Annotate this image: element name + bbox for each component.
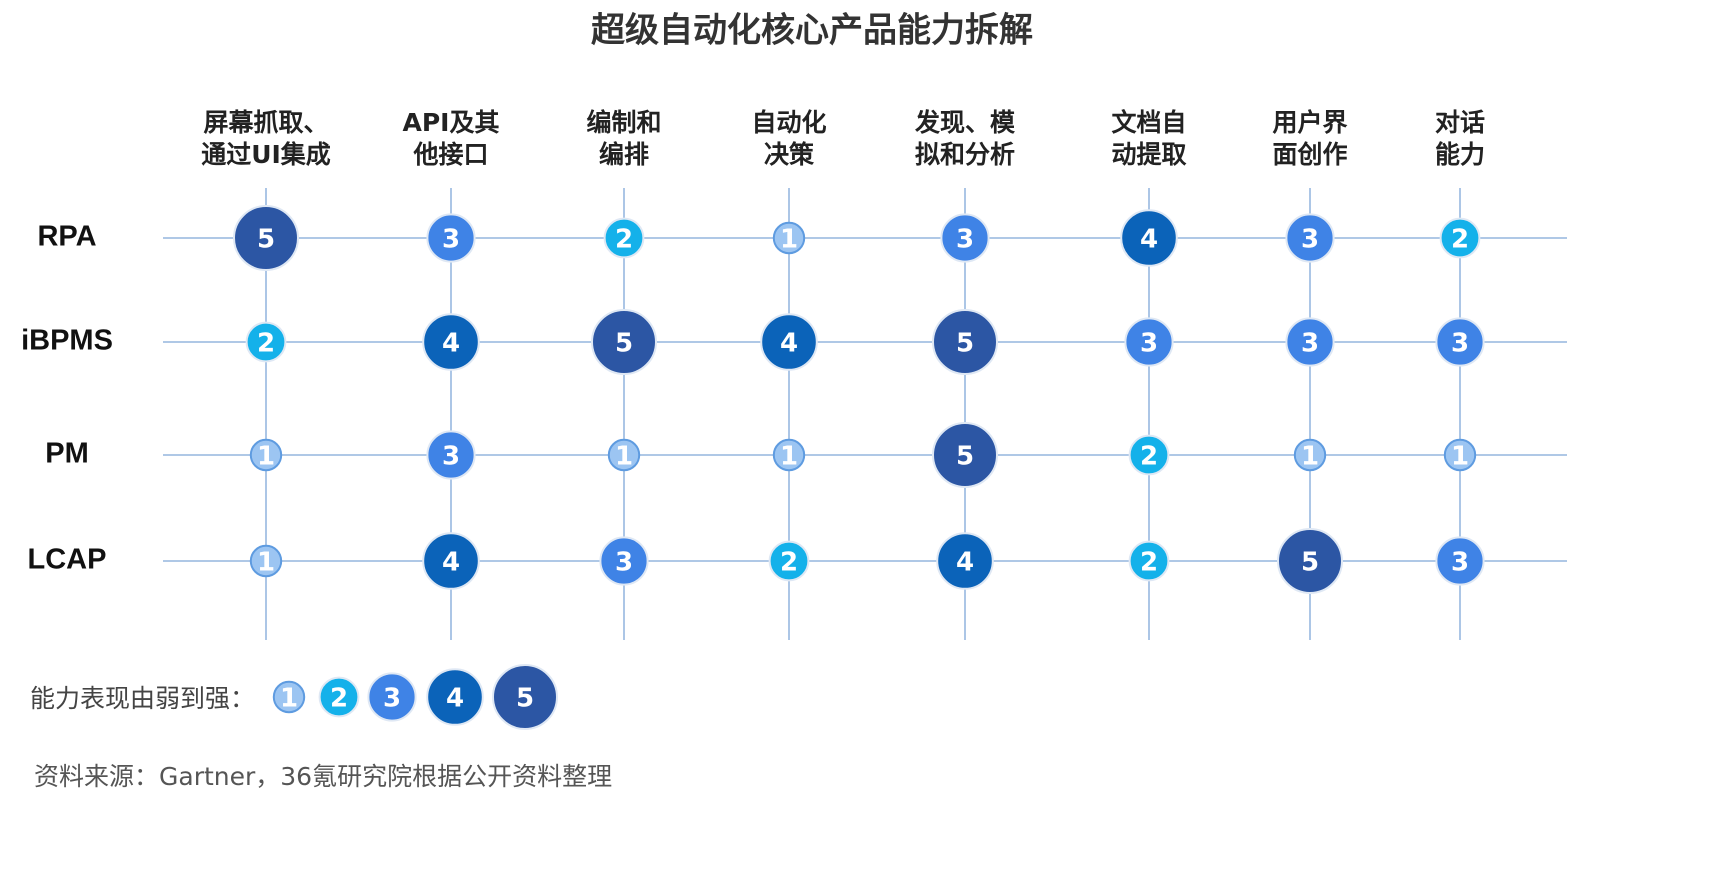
bubble-label: 4: [442, 329, 460, 359]
bubble-label: 2: [1451, 225, 1469, 255]
bubble: [233, 205, 299, 271]
bubble: [591, 309, 657, 375]
legend-bubble: [272, 680, 306, 714]
bubble: [1277, 528, 1343, 594]
bubble-label: 4: [442, 548, 460, 578]
bubble-label: 2: [1140, 442, 1158, 472]
bubble: [772, 221, 806, 255]
bubble-label: 5: [956, 442, 974, 472]
bubble: [599, 536, 649, 586]
column-label: 用户界面创作: [1272, 108, 1347, 169]
column-label: 屏幕抓取、通过UI集成: [201, 108, 331, 169]
bubble-label: 5: [956, 329, 974, 359]
bubble: [603, 217, 645, 259]
column-label: 编制和编排: [586, 108, 661, 169]
bubble-label: 2: [615, 225, 633, 255]
row-label: PM: [45, 438, 89, 470]
bubble-label: 3: [1301, 329, 1319, 359]
bubble: [1293, 438, 1327, 472]
bubble: [245, 321, 287, 363]
bubble: [607, 438, 641, 472]
legend-bubble-label: 1: [280, 684, 298, 714]
bubble-label: 2: [257, 329, 275, 359]
bubble: [1128, 540, 1170, 582]
source: 资料来源：Gartner，36氪研究院根据公开资料整理: [34, 762, 612, 791]
legend-bubble-label: 5: [516, 684, 534, 714]
legend-bubble: [367, 672, 417, 722]
bubble: [1285, 317, 1335, 367]
bubble: [426, 213, 476, 263]
bubble: [1435, 317, 1485, 367]
bubble-label: 1: [780, 442, 798, 472]
chart-title: 超级自动化核心产品能力拆解: [591, 11, 1033, 51]
bubble: [940, 213, 990, 263]
legend-bubble-label: 3: [383, 684, 401, 714]
bubble-label: 3: [1140, 329, 1158, 359]
bubble: [760, 313, 818, 371]
bubble-label: 5: [1301, 548, 1319, 578]
bubble-label: 2: [780, 548, 798, 578]
bubble-label: 3: [956, 225, 974, 255]
row-label: LCAP: [28, 544, 107, 576]
bubble: [1439, 217, 1481, 259]
legend-bubble-label: 4: [446, 684, 464, 714]
bubble-label: 3: [1451, 548, 1469, 578]
bubble: [249, 544, 283, 578]
bubble-label: 3: [442, 225, 460, 255]
legend-bubble: [318, 676, 360, 718]
bubble-label: 1: [1301, 442, 1319, 472]
bubble-label: 1: [1451, 442, 1469, 472]
legend-bubble-label: 2: [330, 684, 348, 714]
bubble: [932, 309, 998, 375]
bubble-label: 5: [615, 329, 633, 359]
bubble: [1120, 209, 1178, 267]
bubble-label: 1: [615, 442, 633, 472]
bubble-label: 4: [1140, 225, 1158, 255]
row-label: RPA: [37, 221, 96, 253]
bubble: [772, 438, 806, 472]
bubble: [426, 430, 476, 480]
bubble-label: 4: [780, 329, 798, 359]
column-label: 发现、模拟和分析: [914, 108, 1016, 169]
bubble: [768, 540, 810, 582]
column-label: API及其他接口: [403, 108, 500, 169]
bubble-label: 3: [615, 548, 633, 578]
bubble-label: 4: [956, 548, 974, 578]
bubble: [1443, 438, 1477, 472]
bubble: [1285, 213, 1335, 263]
bubble: [422, 532, 480, 590]
legend-title: 能力表现由弱到强：: [30, 684, 255, 713]
bubble-label: 2: [1140, 548, 1158, 578]
bubble: [932, 422, 998, 488]
column-label: 对话能力: [1435, 108, 1485, 169]
bubble: [936, 532, 994, 590]
bubble-label: 1: [780, 225, 798, 255]
bubble-label: 1: [257, 548, 275, 578]
bubble: [422, 313, 480, 371]
bubble: [1128, 434, 1170, 476]
column-label: 自动化决策: [751, 108, 826, 169]
bubble-label: 3: [1301, 225, 1319, 255]
bubble-label: 3: [442, 442, 460, 472]
legend-bubble: [492, 664, 558, 730]
legend-bubble: [426, 668, 484, 726]
column-label: 文档自动提取: [1111, 108, 1186, 169]
bubble-label: 1: [257, 442, 275, 472]
bubble: [249, 438, 283, 472]
bubble-label: 3: [1451, 329, 1469, 359]
bubble: [1124, 317, 1174, 367]
bubble: [1435, 536, 1485, 586]
row-label: iBPMS: [21, 325, 113, 357]
bubble-label: 5: [257, 225, 275, 255]
